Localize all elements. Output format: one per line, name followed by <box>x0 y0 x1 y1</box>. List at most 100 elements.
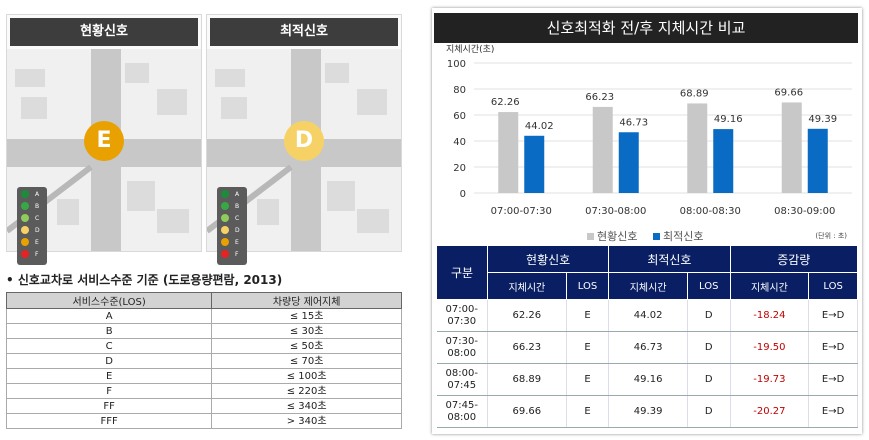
x-tick-label: 07:00-07:30 <box>491 206 552 217</box>
period-cell: 07:45-08:00 <box>436 395 488 428</box>
los-header-delay: 차량당 제어지체 <box>211 292 402 309</box>
optimal-delay-cell: 46.73 <box>608 331 688 364</box>
header-current-los: LOS <box>565 272 610 300</box>
y-axis-label: 지체시간(초) <box>446 44 494 55</box>
data-label: 49.39 <box>808 114 837 125</box>
y-tick-label: 0 <box>460 189 466 200</box>
los-delay-cell: > 340초 <box>211 413 402 429</box>
legend-dot <box>221 250 229 258</box>
bar-current <box>498 112 519 193</box>
bar-optimal <box>713 129 734 193</box>
legend-dot <box>21 202 29 210</box>
current-signal-map-card: 현황신호 E A B C D E F <box>6 14 202 265</box>
legend-letter: E <box>235 238 239 246</box>
bar-current <box>781 102 802 193</box>
los-level-cell: FF <box>5 398 213 414</box>
comparison-title: 신호최적화 전/후 지체시간 비교 <box>434 13 858 43</box>
delay-change-cell: -19.73 <box>730 363 810 396</box>
legend-dot <box>21 238 29 246</box>
los-level-cell: E <box>5 368 213 384</box>
los-delay-cell: ≤ 70초 <box>211 353 402 369</box>
legend-dot <box>221 238 229 246</box>
legend-dot <box>221 214 229 222</box>
table-row: FFF > 340초 <box>5 413 402 429</box>
x-tick-label: 08:30-09:00 <box>774 206 835 217</box>
optimal-los-badge: D <box>284 121 324 161</box>
current-los-cell: E <box>566 331 610 364</box>
bar-optimal <box>524 135 545 193</box>
optimal-los-cell: D <box>687 331 731 364</box>
los-header-level: 서비스수준(LOS) <box>5 292 213 309</box>
header-current-delay: 지체시간 <box>487 272 567 300</box>
optimal-los-cell: D <box>687 299 731 332</box>
current-los-cell: E <box>566 299 610 332</box>
period-cell: 07:30-08:00 <box>436 331 488 364</box>
legend-letter: C <box>235 214 240 222</box>
legend-row-f: F <box>221 248 238 260</box>
legend-row-a: A <box>21 188 39 200</box>
data-label: 49.16 <box>714 114 743 125</box>
x-tick-label: 08:00-08:30 <box>680 206 741 217</box>
bar-optimal <box>618 132 639 193</box>
optimal-delay-cell: 49.16 <box>608 363 688 396</box>
optimal-signal-map-title: 최적신호 <box>210 18 398 46</box>
delay-change-cell: -19.50 <box>730 331 810 364</box>
legend-letter: A <box>235 190 240 198</box>
los-delay-cell: ≤ 220초 <box>211 383 402 399</box>
los-level-cell: B <box>5 323 213 339</box>
legend-letter: D <box>235 226 240 234</box>
y-tick-label: 100 <box>447 59 466 70</box>
legend-letter: E <box>35 238 39 246</box>
bar-current <box>687 103 708 193</box>
y-tick-label: 60 <box>453 111 466 122</box>
legend-row-e: E <box>21 236 39 248</box>
los-delay-cell: ≤ 30초 <box>211 323 402 339</box>
data-label: 44.02 <box>525 121 554 132</box>
data-label: 69.66 <box>774 87 803 98</box>
current-los-badge: E <box>84 121 124 161</box>
header-change-delay: 지체시간 <box>729 272 810 300</box>
current-delay-cell: 68.89 <box>487 363 567 396</box>
los-level-cell: F <box>5 383 213 399</box>
legend-letter: C <box>35 214 40 222</box>
y-tick-label: 40 <box>453 137 466 148</box>
table-row: F ≤ 220초 <box>5 383 402 399</box>
legend-row-d: D <box>221 224 240 236</box>
los-delay-cell: ≤ 340초 <box>211 398 402 414</box>
legend-dot <box>221 202 229 210</box>
header-change: 증감량 <box>729 245 859 273</box>
header-change-los: LOS <box>808 272 858 300</box>
table-row: A ≤ 15초 <box>5 308 402 324</box>
los-delay-cell: ≤ 50초 <box>211 338 402 354</box>
delay-change-cell: -18.24 <box>730 299 810 332</box>
table-row: 07:00-07:30 62.26 E 44.02 D -18.24 E→D <box>436 299 858 332</box>
legend-letter: F <box>35 250 39 258</box>
legend-row-b: B <box>21 200 39 212</box>
optimal-los-cell: D <box>687 363 731 396</box>
los-change-cell: E→D <box>808 331 858 364</box>
header-optimal-delay: 지체시간 <box>608 272 688 300</box>
bar-current <box>592 106 613 193</box>
legend-row-b: B <box>221 200 239 212</box>
current-los-cell: E <box>566 395 610 428</box>
delay-comparison-panel: 신호최적화 전/후 지체시간 비교 지체시간(초) 0 20 40 60 80 100 62.… <box>432 8 862 434</box>
y-tick-label: 80 <box>453 85 466 96</box>
comparison-header-row-2: 지체시간 LOS 지체시간 LOS 지체시간 LOS <box>437 272 858 300</box>
optimal-signal-map-card: 최적신호 D A B C D E F <box>206 14 402 265</box>
optimal-los-cell: D <box>687 395 731 428</box>
unit-note: (단위 : 초) <box>815 231 847 240</box>
legend-swatch <box>653 233 660 240</box>
header-group: 구분 <box>436 245 488 300</box>
table-row: E ≤ 100초 <box>5 368 402 384</box>
current-delay-cell: 66.23 <box>487 331 567 364</box>
current-delay-cell: 69.66 <box>487 395 567 428</box>
table-row: D ≤ 70초 <box>5 353 402 369</box>
los-delay-cell: ≤ 15초 <box>211 308 402 324</box>
delay-change-cell: -20.27 <box>730 395 810 428</box>
delay-bar-chart: 지체시간(초) 0 20 40 60 80 100 62.26 44.02 07:00-07:30… <box>446 44 852 243</box>
current-signal-map-title: 현황신호 <box>10 18 198 46</box>
optimal-delay-cell: 49.39 <box>608 395 688 428</box>
data-label: 62.26 <box>491 97 520 108</box>
period-cell: 08:00-07:45 <box>436 363 488 396</box>
legend-row-e: E <box>221 236 239 248</box>
